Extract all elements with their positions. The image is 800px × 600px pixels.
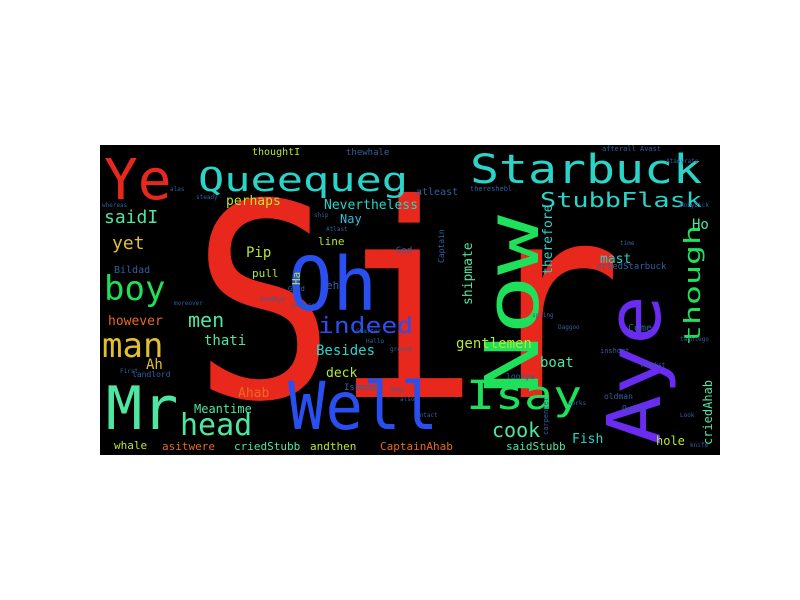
- word-daggoo: Daggoo: [558, 324, 580, 331]
- word-bildad: Bildad: [114, 265, 150, 276]
- word-sir: Sir: [192, 146, 622, 455]
- word-boat: boat: [540, 355, 574, 371]
- word-god: God: [396, 246, 412, 256]
- word-shipmate: shipmate: [461, 242, 476, 305]
- word-oldman: oldman: [604, 392, 633, 401]
- word-cook: cook: [492, 418, 540, 442]
- word-starbuck: Starbuck: [470, 147, 702, 193]
- word-thinkst: thinkst: [640, 362, 666, 369]
- word-gentlemen: gentlemen: [456, 336, 532, 352]
- word-works: works: [568, 400, 586, 407]
- word-ishmael: Ishmael: [344, 383, 382, 393]
- word-besides: Besides: [316, 343, 375, 359]
- word-head: head: [180, 408, 252, 443]
- word-also: also: [400, 396, 415, 403]
- word-oh: Oh: [288, 242, 377, 328]
- word-ho: Ho: [692, 217, 709, 233]
- word-goodbye: Goodbye: [260, 296, 286, 303]
- word-criedstarbuck: criedStarbuck: [596, 262, 667, 272]
- word-fish: Fish: [572, 432, 603, 447]
- word-alas: alas: [170, 186, 185, 193]
- word-cloud-canvas: Sir Oh Well Now Aye Ye Mr Queequeg Starb…: [100, 145, 720, 455]
- word-thewhale: thewhale: [346, 148, 389, 158]
- word-tashtego: tashtego: [680, 336, 709, 343]
- word-come: Come: [628, 323, 652, 334]
- word-though: though: [681, 225, 706, 345]
- word-mr: Mr: [106, 374, 178, 444]
- word-cloud-background: [100, 145, 720, 455]
- word-andthen: andthen: [310, 440, 356, 453]
- word-men: men: [188, 308, 224, 332]
- word-ye: Ye: [104, 148, 171, 213]
- word-avast: Avast: [640, 145, 661, 153]
- word-time: time: [620, 240, 635, 247]
- word-man: man: [102, 326, 163, 366]
- word-indeed: indeed: [318, 314, 413, 339]
- word-isay: Isay: [466, 373, 582, 419]
- word-stubbflask: StubbFlask: [540, 188, 702, 212]
- word-intact: intact: [416, 412, 438, 419]
- word-afterall: afterall: [602, 145, 636, 153]
- word-thati: thati: [204, 333, 246, 349]
- word-pip: Pip: [246, 245, 271, 261]
- word-spring: spring: [532, 312, 554, 319]
- word-moreover: moreover: [174, 300, 203, 307]
- word-now: Now: [470, 214, 556, 395]
- word-yet: yet: [112, 233, 145, 254]
- word-line: line: [318, 235, 345, 248]
- word-thoughti: thoughtI: [252, 147, 300, 158]
- word-however: however: [108, 314, 163, 329]
- word-ah: Ah: [146, 357, 163, 373]
- word-queequeg: Queequeg: [198, 160, 408, 199]
- word-mobydick: MobyDick: [680, 202, 709, 209]
- word-saidstubb: saidStubb: [506, 440, 566, 453]
- word-perhaps: perhaps: [226, 194, 281, 209]
- word-quick: Quick: [622, 404, 646, 413]
- word-knife: knife: [690, 442, 708, 449]
- word-look: Look: [680, 412, 695, 419]
- word-eh: eh: [326, 279, 339, 292]
- word-nay: Nay: [340, 212, 362, 226]
- word-hole: hole: [656, 434, 685, 448]
- word-captain: Captain: [437, 229, 446, 263]
- word-whereas: whereas: [102, 202, 128, 209]
- word-criedahab: criedAhab: [701, 380, 715, 445]
- word-nevertheless: Nevertheless: [324, 198, 418, 213]
- word-carpenter: carpenter: [542, 397, 550, 435]
- word-inshort: inshort: [600, 347, 630, 355]
- word-someone: someone: [290, 302, 316, 309]
- word-mast: mast: [600, 252, 631, 267]
- word-hallo: Hallo: [366, 338, 384, 345]
- word-aye: Aye: [592, 295, 678, 445]
- word-cloud: Sir Oh Well Now Aye Ye Mr Queequeg Starb…: [100, 145, 720, 455]
- word-ha: Ha: [290, 272, 303, 285]
- word-ground: ground: [390, 346, 412, 353]
- word-steady: steady: [196, 194, 218, 201]
- word-captainahab: CaptainAhab: [380, 440, 453, 453]
- word-therefore: therefore: [541, 204, 556, 275]
- word-meantime: Meantime: [194, 402, 252, 416]
- word-thereshe: thereshebl: [470, 185, 512, 193]
- word-boy: boy: [104, 269, 165, 309]
- word-good: Good: [288, 285, 305, 293]
- word-landlord: landlord: [132, 370, 171, 379]
- word-deck: deck: [326, 366, 357, 381]
- word-whale: whale: [114, 439, 147, 452]
- word-anyrate: Atanyrate: [666, 158, 699, 165]
- word-first: First: [120, 368, 138, 375]
- word-criedstubb: criedStubb: [234, 440, 300, 453]
- word-asitwere: asitwere: [162, 440, 215, 453]
- word-pull: pull: [252, 267, 279, 280]
- word-saidi: saidI: [104, 207, 158, 228]
- word-lookye: lookye: [506, 372, 535, 381]
- word-well: Well: [288, 368, 438, 445]
- word-away: Away: [390, 386, 405, 393]
- word-atlast: Atlast: [326, 226, 348, 233]
- word-starter: Starter: [356, 328, 382, 335]
- word-ship: ship: [314, 212, 329, 219]
- word-atleast: atleast: [416, 187, 458, 198]
- word-ahab: Ahab: [238, 386, 269, 401]
